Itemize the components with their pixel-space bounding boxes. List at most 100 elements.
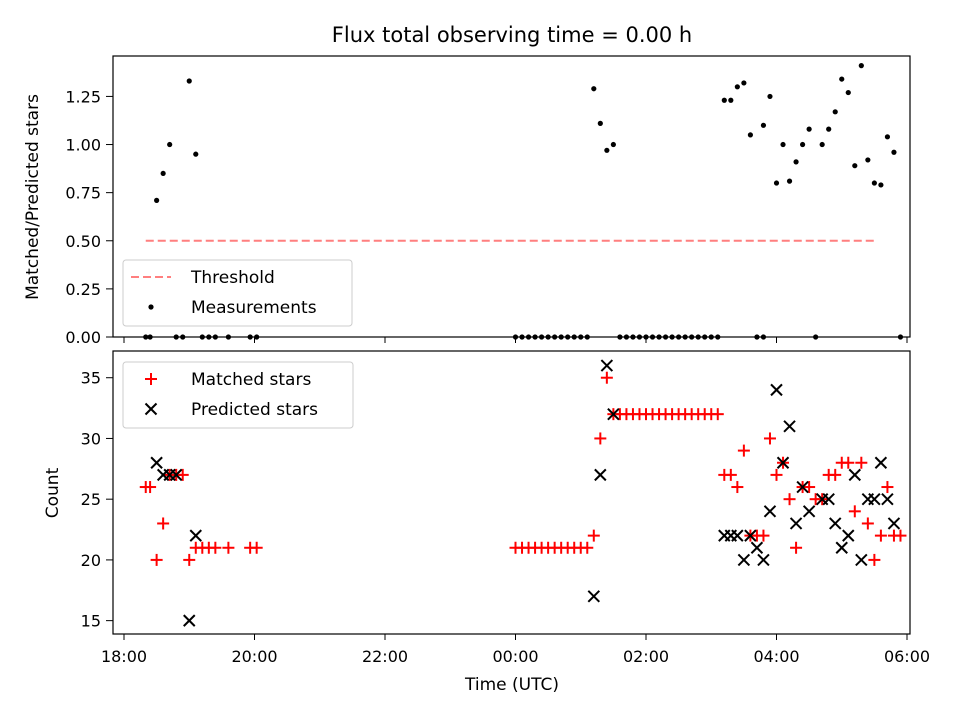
predicted-point <box>796 480 809 494</box>
measurement-point <box>865 157 871 163</box>
predicted-point-b <box>607 407 620 421</box>
measurement-point <box>760 122 767 128</box>
matched-point <box>711 408 724 421</box>
measurement-point <box>800 141 806 148</box>
predicted-point <box>169 468 183 482</box>
predicted-point <box>881 492 894 506</box>
measurement-point <box>858 63 864 69</box>
legend-measurements-swatch <box>148 304 154 310</box>
measurement-point <box>891 149 897 155</box>
chart-title: Flux total observing time = 0.00 h <box>332 23 692 47</box>
predicted-point-b <box>796 480 809 494</box>
predicted-point <box>802 505 816 518</box>
bottom-x-tick-label: 22:00 <box>362 647 408 666</box>
matched-point <box>783 493 796 506</box>
predicted-point-b <box>829 517 842 530</box>
bottom-marks <box>139 359 907 627</box>
predicted-point-b <box>737 553 751 567</box>
bottom-legend: Matched stars Predicted stars <box>122 361 354 429</box>
measurement-point <box>154 197 160 203</box>
measurement-point <box>878 182 884 188</box>
top-y-tick-label: 1.25 <box>65 87 101 106</box>
matched-point <box>790 541 803 554</box>
bottom-y-tick-label: 15 <box>81 612 101 631</box>
predicted-point-b <box>600 359 614 372</box>
matched-point <box>842 456 855 469</box>
bottom-x-tick-label: 20:00 <box>231 647 277 666</box>
bottom-y-tick-label: 25 <box>81 490 101 509</box>
predicted-point <box>757 553 770 567</box>
measurement-point <box>832 109 838 115</box>
measurement-point <box>839 76 845 82</box>
legend-predicted-label: Predicted stars <box>191 400 318 420</box>
predicted-point <box>776 456 790 469</box>
predicted-point <box>600 359 614 372</box>
predicted-point-b <box>783 420 796 433</box>
predicted-point <box>855 553 868 567</box>
measurement-point <box>728 97 734 103</box>
predicted-point-b <box>594 468 607 482</box>
matched-point <box>724 468 737 481</box>
measurement-point <box>604 147 610 153</box>
predicted-point <box>750 541 764 554</box>
top-y-tick-label: 0.00 <box>65 328 101 347</box>
top-y-tick-label: 1.00 <box>65 136 101 155</box>
measurement-point <box>591 86 597 92</box>
top-y-tick-label: 0.75 <box>65 184 101 203</box>
predicted-point-b <box>848 468 862 482</box>
matched-point <box>894 529 907 542</box>
legend-matched-marker <box>145 373 157 385</box>
measurement-point <box>610 141 616 148</box>
predicted-point-b <box>169 468 183 482</box>
legend-threshold-label: Threshold <box>190 268 275 288</box>
predicted-point-b <box>183 614 196 627</box>
predicted-point <box>763 505 777 518</box>
predicted-point <box>607 407 620 421</box>
top-x-ticks <box>123 337 908 343</box>
predicted-point-b <box>587 590 601 603</box>
measurement-point <box>741 80 747 86</box>
matched-point <box>829 468 842 481</box>
predicted-point <box>822 492 835 506</box>
bottom-y-axis-label: Count <box>43 467 63 518</box>
top-legend: Threshold Measurements <box>122 259 353 327</box>
bottom-y-tick-label: 30 <box>81 429 101 448</box>
predicted-point-b <box>881 492 894 506</box>
measurement-point <box>597 120 603 126</box>
matched-point <box>157 517 170 530</box>
measurement-point <box>773 180 780 186</box>
bottom-x-ticks: 18:00 20:00 22:00 00:00 02:00 04:00 06:00 <box>101 634 930 666</box>
predicted-point <box>189 529 202 542</box>
predicted-point-b <box>835 541 848 554</box>
matched-point <box>763 432 776 445</box>
predicted-point <box>150 456 163 469</box>
predicted-point-b <box>868 492 881 506</box>
matched-point <box>594 432 607 445</box>
predicted-point <box>887 517 901 530</box>
matched-point <box>861 517 874 530</box>
bottom-x-tick-label: 02:00 <box>623 647 669 666</box>
matched-point <box>176 468 189 481</box>
matched-point <box>600 371 613 384</box>
top-panel: 0.00 0.25 0.50 0.75 1.00 1.25 Matched/Predict… <box>23 55 911 347</box>
predicted-point <box>744 529 757 542</box>
top-legend-box <box>122 259 353 327</box>
bottom-y-tick-label: 35 <box>81 369 101 388</box>
matched-point <box>855 456 868 469</box>
measurement-point <box>167 141 173 148</box>
predicted-point <box>183 614 196 627</box>
measurement-point <box>884 134 891 140</box>
top-y-tick-label: 0.25 <box>65 280 101 299</box>
predicted-point <box>874 456 888 469</box>
measurement-point <box>721 97 727 103</box>
measurement-point <box>852 163 858 169</box>
legend-predicted-swatch <box>144 402 158 416</box>
bottom-legend-box <box>122 361 354 429</box>
matched-point <box>881 481 894 494</box>
measurement-point <box>806 126 812 132</box>
predicted-point <box>829 517 842 530</box>
predicted-point-b <box>189 529 202 542</box>
measurement-point <box>186 78 192 84</box>
matched-point <box>803 481 816 494</box>
